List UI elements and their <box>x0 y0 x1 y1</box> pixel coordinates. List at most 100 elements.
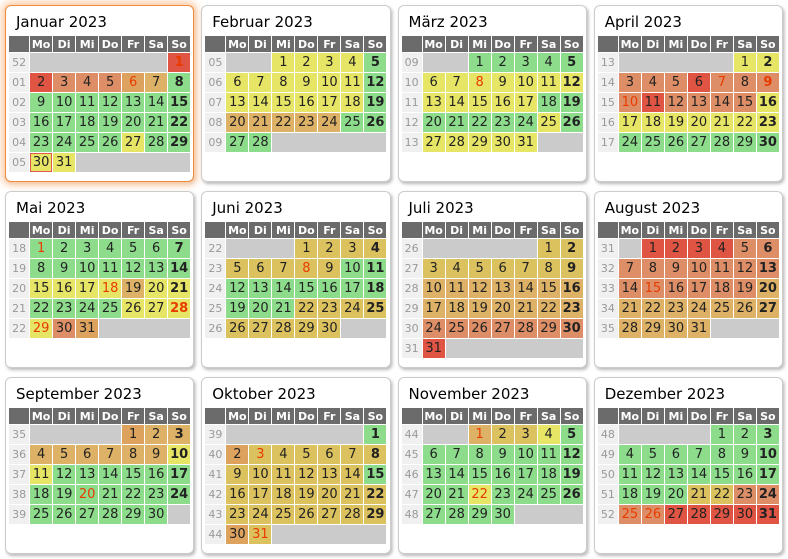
day-cell[interactable]: 3 <box>76 239 99 258</box>
day-cell[interactable]: 8 <box>710 445 733 464</box>
day-cell[interactable]: 21 <box>687 485 710 504</box>
day-cell[interactable]: 29 <box>122 505 145 524</box>
day-cell[interactable]: 29 <box>168 133 191 152</box>
day-cell[interactable]: 27 <box>756 299 779 318</box>
day-cell[interactable]: 15 <box>364 465 387 484</box>
day-cell[interactable]: 17 <box>249 485 272 504</box>
day-cell[interactable]: 16 <box>756 93 779 112</box>
day-cell[interactable]: 9 <box>295 73 318 92</box>
day-cell[interactable]: 16 <box>53 279 76 298</box>
day-cell[interactable]: 27 <box>318 505 341 524</box>
day-cell[interactable]: 2 <box>53 239 76 258</box>
day-cell[interactable]: 30 <box>53 319 76 338</box>
day-cell[interactable]: 27 <box>249 319 272 338</box>
day-cell[interactable]: 11 <box>341 73 364 92</box>
day-cell[interactable]: 26 <box>295 505 318 524</box>
day-cell[interactable]: 11 <box>99 259 122 278</box>
day-cell[interactable]: 27 <box>145 299 168 318</box>
day-cell[interactable]: 28 <box>145 133 168 152</box>
day-cell[interactable]: 26 <box>733 299 756 318</box>
day-cell[interactable]: 20 <box>756 279 779 298</box>
day-cell[interactable]: 22 <box>468 485 491 504</box>
day-cell[interactable]: 14 <box>272 279 295 298</box>
day-cell[interactable]: 14 <box>445 93 468 112</box>
day-cell[interactable]: 13 <box>422 465 445 484</box>
day-cell[interactable]: 8 <box>641 259 664 278</box>
day-cell[interactable]: 3 <box>318 53 341 72</box>
day-cell[interactable]: 7 <box>710 73 733 92</box>
day-cell[interactable]: 18 <box>710 279 733 298</box>
day-cell[interactable]: 30 <box>145 505 168 524</box>
day-cell[interactable]: 4 <box>76 73 99 92</box>
day-cell[interactable]: 1 <box>710 425 733 444</box>
day-cell[interactable]: 4 <box>445 259 468 278</box>
day-cell[interactable]: 17 <box>168 465 191 484</box>
day-cell[interactable]: 15 <box>641 279 664 298</box>
day-cell[interactable]: 27 <box>122 133 145 152</box>
day-cell[interactable]: 16 <box>491 93 514 112</box>
day-cell[interactable]: 14 <box>168 259 191 278</box>
day-cell[interactable]: 30 <box>226 525 249 544</box>
day-cell[interactable]: 30 <box>491 133 514 152</box>
day-cell[interactable]: 20 <box>422 113 445 132</box>
day-cell[interactable]: 31 <box>53 153 76 172</box>
day-cell[interactable]: 7 <box>249 73 272 92</box>
day-cell[interactable]: 12 <box>468 279 491 298</box>
day-cell[interactable]: 1 <box>168 53 191 72</box>
day-cell[interactable]: 6 <box>491 259 514 278</box>
day-cell[interactable]: 21 <box>99 485 122 504</box>
day-cell[interactable]: 29 <box>641 319 664 338</box>
day-cell[interactable]: 15 <box>272 93 295 112</box>
day-cell[interactable]: 16 <box>664 279 687 298</box>
day-cell[interactable]: 17 <box>514 465 537 484</box>
day-cell[interactable]: 18 <box>30 485 53 504</box>
day-cell[interactable]: 4 <box>364 239 387 258</box>
day-cell[interactable]: 4 <box>641 73 664 92</box>
day-cell[interactable]: 8 <box>537 259 560 278</box>
day-cell[interactable]: 4 <box>537 53 560 72</box>
day-cell[interactable]: 7 <box>341 445 364 464</box>
day-cell[interactable]: 5 <box>560 53 583 72</box>
day-cell[interactable]: 17 <box>618 113 641 132</box>
day-cell[interactable]: 6 <box>756 239 779 258</box>
day-cell[interactable]: 18 <box>641 113 664 132</box>
day-cell[interactable]: 1 <box>468 425 491 444</box>
day-cell[interactable]: 27 <box>664 505 687 524</box>
day-cell[interactable]: 27 <box>226 133 249 152</box>
day-cell[interactable]: 1 <box>468 53 491 72</box>
day-cell[interactable]: 9 <box>145 445 168 464</box>
day-cell[interactable]: 3 <box>341 239 364 258</box>
day-cell[interactable]: 14 <box>687 465 710 484</box>
day-cell[interactable]: 12 <box>53 465 76 484</box>
day-cell[interactable]: 6 <box>422 445 445 464</box>
day-cell[interactable]: 22 <box>733 113 756 132</box>
day-cell[interactable]: 3 <box>168 425 191 444</box>
day-cell[interactable]: 30 <box>318 319 341 338</box>
day-cell[interactable]: 7 <box>687 445 710 464</box>
day-cell[interactable]: 16 <box>295 93 318 112</box>
day-cell[interactable]: 1 <box>641 239 664 258</box>
day-cell[interactable]: 21 <box>249 113 272 132</box>
day-cell[interactable]: 12 <box>226 279 249 298</box>
day-cell[interactable]: 9 <box>733 445 756 464</box>
day-cell[interactable]: 5 <box>641 445 664 464</box>
day-cell[interactable]: 17 <box>514 93 537 112</box>
day-cell[interactable]: 13 <box>491 279 514 298</box>
day-cell[interactable]: 17 <box>341 279 364 298</box>
day-cell[interactable]: 24 <box>318 113 341 132</box>
day-cell[interactable]: 19 <box>664 113 687 132</box>
day-cell[interactable]: 18 <box>537 465 560 484</box>
day-cell[interactable]: 30 <box>491 505 514 524</box>
day-cell[interactable]: 23 <box>145 485 168 504</box>
day-cell[interactable]: 16 <box>491 465 514 484</box>
day-cell[interactable]: 20 <box>318 485 341 504</box>
day-cell[interactable]: 13 <box>226 93 249 112</box>
day-cell[interactable]: 4 <box>341 53 364 72</box>
day-cell[interactable]: 30 <box>560 319 583 338</box>
day-cell[interactable]: 27 <box>687 133 710 152</box>
day-cell[interactable]: 26 <box>99 133 122 152</box>
day-cell[interactable]: 2 <box>733 425 756 444</box>
day-cell[interactable]: 29 <box>537 319 560 338</box>
day-cell[interactable]: 24 <box>341 299 364 318</box>
day-cell[interactable]: 24 <box>687 299 710 318</box>
